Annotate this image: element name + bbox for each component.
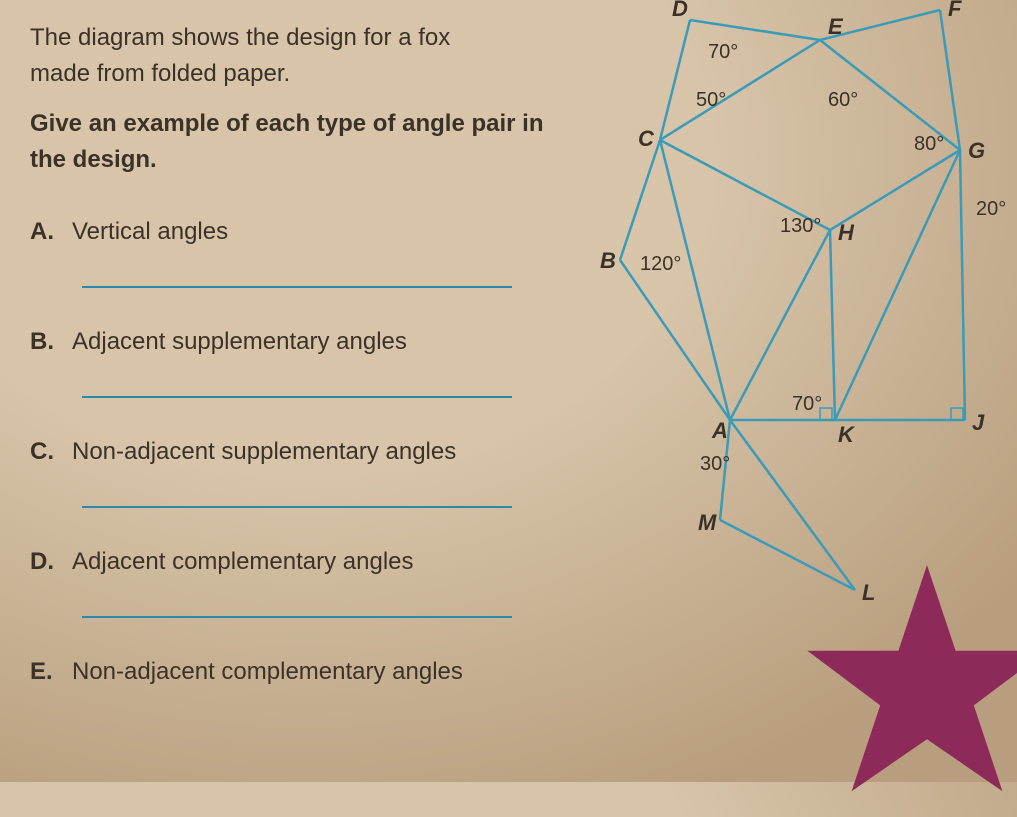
intro-line2: made from folded paper. (30, 60, 290, 87)
vertex-label-K: K (838, 422, 856, 447)
vertex-label-J: J (972, 410, 985, 435)
answer-line-b[interactable] (82, 364, 512, 398)
vertex-label-F: F (948, 0, 962, 21)
vertex-label-H: H (838, 220, 855, 245)
item-d-text: Adjacent complementary angles (72, 548, 414, 576)
answer-line-c[interactable] (82, 474, 512, 508)
angle-label-6: 120° (640, 253, 681, 275)
fox-diagram: DEFCGHBAKJML70°50°60°80°20°130°120°70°30… (590, 0, 1010, 620)
edge-G-K (835, 150, 960, 420)
edge-F-G (940, 10, 960, 150)
prompt-line2: the design. (30, 146, 157, 173)
item-b-text: Adjacent supplementary angles (72, 328, 407, 356)
item-b-label: B. Adjacent supplementary angles (30, 328, 590, 356)
prompt-line1: Give an example of each type of angle pa… (30, 110, 544, 137)
item-a-letter: A. (30, 218, 60, 246)
star-shape (807, 565, 1017, 791)
vertex-label-D: D (672, 0, 688, 21)
angle-label-1: 50° (696, 89, 726, 111)
fox-svg: DEFCGHBAKJML70°50°60°80°20°130°120°70°30… (590, 0, 1010, 620)
prompt-text: Give an example of each type of angle pa… (30, 106, 590, 178)
item-a: A. Vertical angles (30, 218, 590, 288)
item-d: D. Adjacent complementary angles (30, 548, 590, 618)
edge-D-E (690, 20, 820, 40)
item-b: B. Adjacent supplementary angles (30, 328, 590, 398)
item-c-text: Non-adjacent supplementary angles (72, 438, 456, 466)
angle-label-2: 60° (828, 89, 858, 111)
item-c: C. Non-adjacent supplementary angles (30, 438, 590, 508)
edge-G-J (960, 150, 965, 420)
angle-label-8: 30° (700, 453, 730, 475)
edge-H-A (730, 230, 830, 420)
item-b-letter: B. (30, 328, 60, 356)
item-a-text: Vertical angles (72, 218, 228, 246)
right-angle-mark-1 (951, 408, 963, 420)
edge-D-C (660, 20, 690, 140)
angle-label-4: 20° (976, 198, 1006, 220)
worksheet-page: The diagram shows the design for a fox m… (0, 0, 1017, 782)
angle-label-3: 80° (914, 133, 944, 155)
answer-line-d[interactable] (82, 584, 512, 618)
star-svg (797, 552, 1017, 812)
angle-label-5: 130° (780, 215, 821, 237)
item-a-label: A. Vertical angles (30, 218, 590, 246)
vertex-label-A: A (711, 418, 728, 443)
edge-C-E (660, 40, 820, 140)
vertex-label-G: G (968, 138, 985, 163)
item-e-label: E. Non-adjacent complementary angles (30, 658, 590, 686)
answer-line-a[interactable] (82, 254, 512, 288)
vertex-label-C: C (638, 126, 655, 151)
edge-C-A (660, 140, 730, 420)
vertex-label-E: E (828, 14, 844, 39)
intro-line1: The diagram shows the design for a fox (30, 24, 450, 51)
angle-label-0: 70° (708, 41, 738, 63)
item-e: E. Non-adjacent complementary angles (30, 658, 590, 686)
edge-B-A (620, 260, 730, 420)
intro-text: The diagram shows the design for a fox m… (30, 20, 590, 92)
item-d-letter: D. (30, 548, 60, 576)
item-e-letter: E. (30, 658, 60, 686)
item-c-letter: C. (30, 438, 60, 466)
vertex-label-B: B (600, 248, 616, 273)
edge-C-B (620, 140, 660, 260)
edge-H-K (830, 230, 835, 420)
vertex-label-M: M (698, 510, 717, 535)
angle-label-7: 70° (792, 393, 822, 415)
item-d-label: D. Adjacent complementary angles (30, 548, 590, 576)
item-c-label: C. Non-adjacent supplementary angles (30, 438, 590, 466)
star-decoration (797, 552, 1017, 812)
item-e-text: Non-adjacent complementary angles (72, 658, 463, 686)
